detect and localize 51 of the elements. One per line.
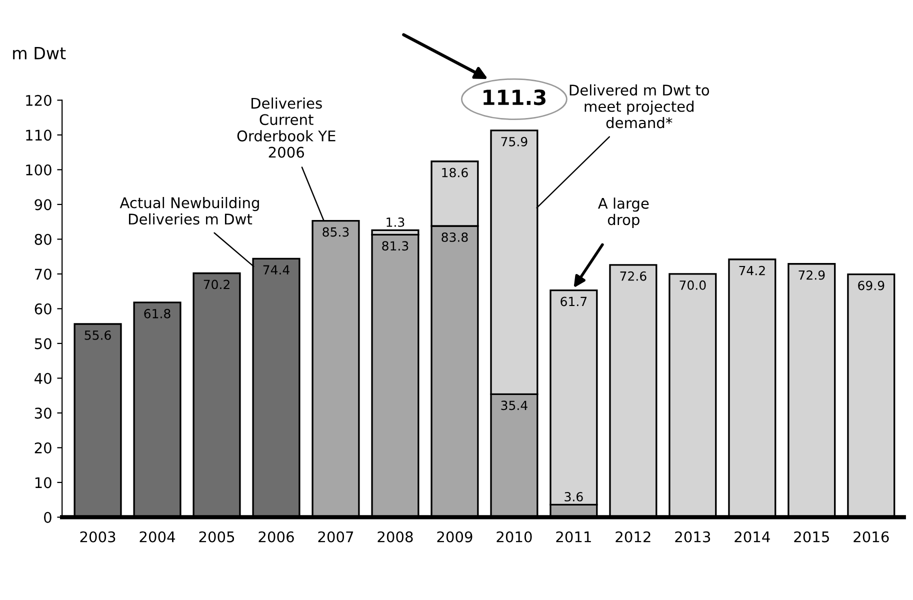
data-label: 61.7 [560,296,587,306]
x-tick-label: 2013 [675,531,710,542]
data-label: 70.2 [204,280,230,290]
data-label: 75.9 [501,136,528,146]
data-label: 69.9 [858,280,884,290]
x-tick-label: 2010 [496,531,532,542]
text: Deliveries Current Orderbook YE 2006 [237,97,336,158]
y-tick-label: 70 [35,268,52,280]
data-label: 83.8 [442,232,468,242]
y-tick-label: 90 [34,199,52,210]
y-tick-label: 0 [44,512,52,523]
data-label: 70.0 [680,280,706,290]
y-tick-label: 80 [34,234,52,245]
x-tick-label: 2007 [318,531,354,542]
y-tick-label: 100 [26,164,52,176]
x-tick-label: 2011 [556,531,591,542]
data-label: 55.6 [84,330,111,340]
x-tick-label: 2012 [616,531,650,542]
x-tick-label: 2009 [437,531,472,542]
text: Delivered m Dwt to meet projected demand* [570,84,710,128]
y-tick-label: 10 [35,477,52,488]
data-label: 74.2 [739,266,765,276]
data-label: 72.9 [798,270,825,280]
x-tick-label: 2016 [854,531,889,542]
y-tick-label: 120 [26,94,52,106]
x-tick-label: 2006 [258,531,294,542]
y-tick-label: 110 [26,130,52,141]
data-label: 61.8 [144,308,170,318]
y-tick-label: 60 [34,303,52,314]
x-tick-label: 2008 [378,531,413,542]
data-label: 72.6 [620,271,646,281]
annotation: A large drop [598,198,649,228]
data-label: 35.4 [501,400,528,410]
data-label: 74.4 [263,265,290,274]
x-tick-label: 2005 [199,531,234,542]
y-axis-title: m Dwt [13,47,66,60]
x-tick-label: 2014 [734,531,770,542]
data-label: 81.3 [382,241,408,251]
data-label: 3.6 [564,492,583,502]
data-label: 1.3 [386,217,404,227]
y-tick-label: 40 [34,372,52,384]
total-label: 111.3 [484,89,546,106]
x-tick-label: 2015 [794,531,829,542]
y-tick-label: 50 [34,338,52,350]
y-tick-label: 30 [34,408,52,419]
data-label: 85.3 [322,227,349,237]
y-tick-label: 20 [34,442,52,454]
data-label: 18.6 [442,168,468,178]
x-tick-label: 2004 [140,531,176,542]
text: Actual Newbuilding Deliveries m Dwt [120,196,259,225]
x-tick-label: 2003 [80,531,116,542]
